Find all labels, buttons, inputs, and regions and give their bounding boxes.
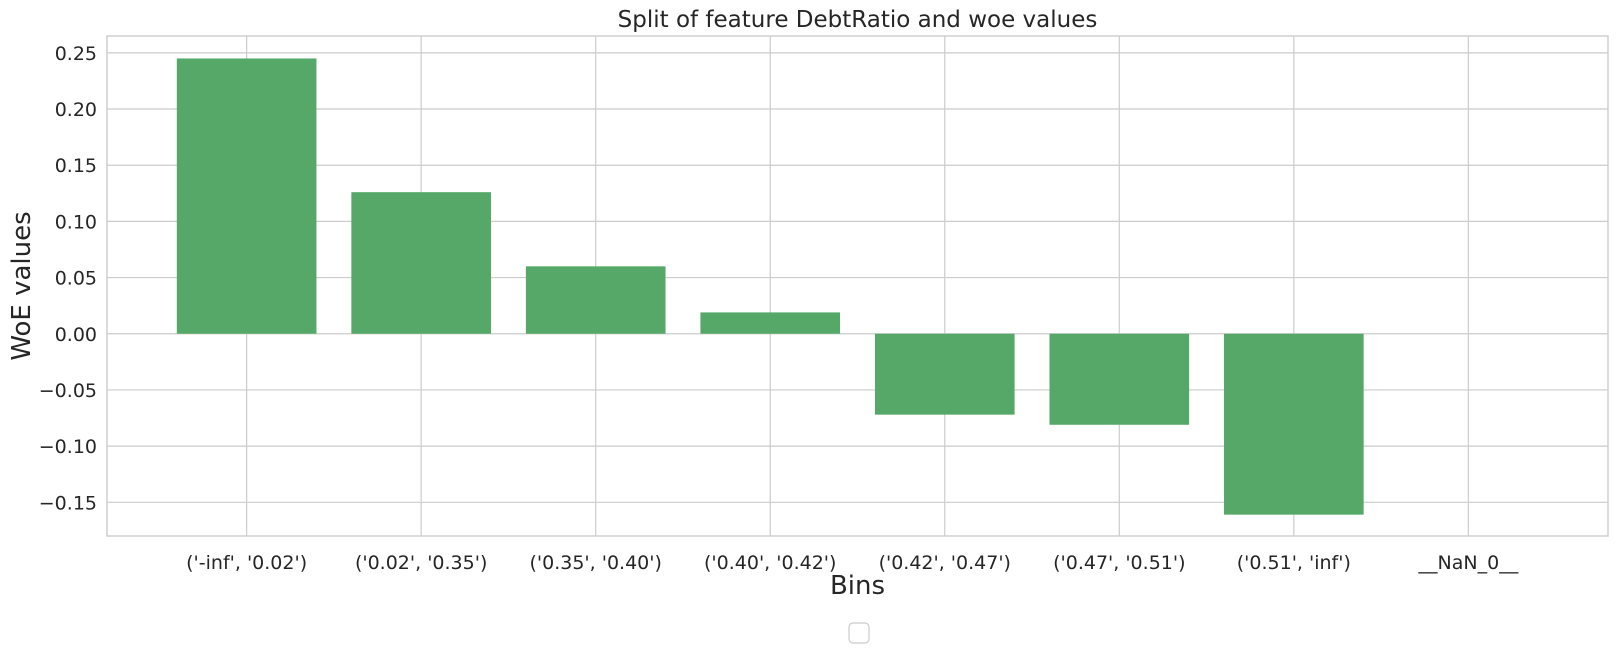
x-tick-label: ('0.35', '0.40') [529, 552, 661, 574]
y-tick-label: −0.10 [39, 436, 97, 458]
y-tick-label: −0.15 [39, 492, 97, 514]
x-tick-label: ('0.47', '0.51') [1053, 552, 1185, 574]
legend-box [848, 622, 870, 644]
y-tick-label: −0.05 [39, 380, 97, 402]
x-tick-label: __NaN_0__ [1418, 552, 1519, 574]
x-tick-label: ('0.02', '0.35') [355, 552, 487, 574]
grid [107, 36, 1608, 536]
y-tick-label: 0.20 [55, 99, 97, 121]
bar [525, 266, 666, 334]
bar [351, 192, 491, 334]
bar [874, 333, 1015, 415]
bar [1049, 333, 1190, 425]
x-axis-title: Bins [830, 571, 885, 601]
y-tick-labels: −0.15 −0.10 −0.05 0.00 0.05 0.10 0.15 0.20 0.25 [39, 43, 97, 514]
bar [1224, 333, 1364, 515]
x-tick-label: ('0.42', '0.47') [879, 552, 1011, 574]
y-tick-label: 0.00 [55, 324, 97, 346]
y-tick-label: 0.15 [55, 155, 97, 177]
x-tick-label: ('-inf', '0.02') [186, 552, 307, 574]
bar [700, 312, 841, 334]
plot-frame [106, 35, 1609, 537]
y-tick-label: 0.10 [55, 211, 97, 233]
x-tick-labels: ('-inf', '0.02') ('0.02', '0.35') ('0.35',… [186, 552, 1519, 574]
bar [176, 58, 317, 334]
chart-title: Split of feature DebtRatio and woe value… [618, 7, 1098, 33]
y-tick-label: 0.25 [55, 43, 97, 65]
y-axis-title: WoE values [7, 211, 37, 360]
x-tick-label: ('0.40', '0.42') [704, 552, 836, 574]
y-tick-label: 0.05 [55, 268, 97, 290]
x-tick-label: ('0.51', 'inf') [1237, 552, 1351, 574]
bars [176, 58, 1364, 515]
